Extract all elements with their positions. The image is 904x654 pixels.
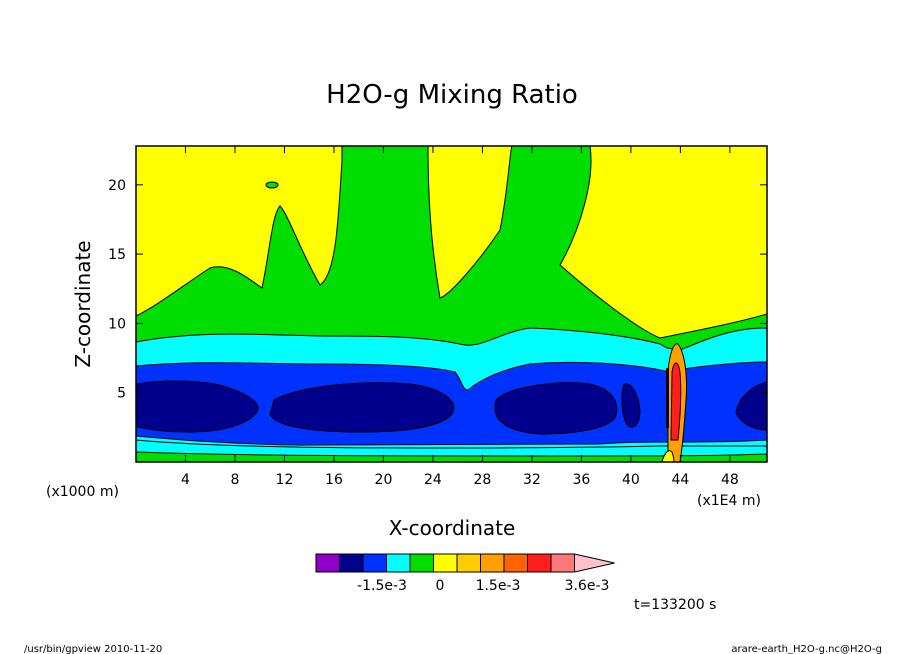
x-axis-label: X-coordinate [389, 516, 516, 540]
x-tick-label: 12 [276, 472, 294, 488]
y-tick-label: 15 [108, 247, 126, 263]
y-axis-label: Z-coordinate [71, 240, 95, 367]
plot-frame [135, 145, 768, 463]
colorbar-swatch [339, 553, 364, 573]
y-tick-label: 5 [117, 386, 126, 402]
y-axis-ticks: 5 10 15 20 [108, 178, 767, 402]
colorbar-swatch [409, 553, 434, 573]
chart-title: H2O-g Mixing Ratio [326, 80, 578, 110]
footer-right: arare-earth_H2O-g.nc@H2O-g [731, 644, 882, 654]
x-tick-label: 28 [474, 472, 492, 488]
colorbar-swatch [315, 553, 340, 573]
contour-island-green [265, 181, 279, 189]
colorbar-swatch [386, 553, 411, 573]
contour-band-navy-left [135, 380, 259, 433]
x-tick-label: 4 [181, 472, 190, 488]
contour-strip-cyan-bottom [135, 439, 768, 459]
x-axis-ticks: 4 8 12 16 20 24 28 32 36 40 44 48 [181, 146, 739, 488]
colorbar-arrow [574, 553, 615, 573]
colorbar [315, 553, 615, 573]
colorbar-swatch [362, 553, 387, 573]
x-tick-label: 44 [671, 472, 689, 488]
contour-band-navy-center [269, 382, 455, 433]
colorbar-swatch [527, 553, 552, 573]
contour-band-navy-small [621, 383, 641, 428]
x-tick-label: 24 [424, 472, 442, 488]
colorbar-swatch [456, 553, 481, 573]
x-tick-label: 32 [523, 472, 541, 488]
contour-strip-green-bottom [135, 451, 768, 463]
convective-core [670, 362, 682, 441]
x-tick-label: 16 [325, 472, 343, 488]
x-tick-label: 20 [375, 472, 393, 488]
x-tick-label: 36 [572, 472, 590, 488]
x-tick-label: 40 [622, 472, 640, 488]
contour-band-navy-right [494, 382, 618, 435]
time-label: t=133200 s [634, 597, 716, 613]
footer-left: /usr/bin/gpview 2010-11-20 [24, 644, 162, 654]
y-tick-label: 10 [108, 316, 126, 332]
colorbar-tick-label: 0 [436, 578, 445, 594]
colorbar-tick-label: -1.5e-3 [357, 578, 407, 594]
x-tick-label: 48 [721, 472, 739, 488]
colorbar-swatch [480, 553, 505, 573]
x-unit-left: (x1000 m) [46, 484, 119, 500]
contour-plot [135, 145, 768, 463]
colorbar-tick-label: 3.6e-3 [565, 578, 610, 594]
colorbar-ticks: -1.5e-3 0 1.5e-3 3.6e-3 [357, 578, 609, 594]
x-tick-label: 8 [231, 472, 240, 488]
colorbar-swatch [550, 553, 575, 573]
contour-band-navy-edge [735, 381, 768, 431]
y-tick-label: 20 [108, 178, 126, 194]
colorbar-swatch [433, 553, 458, 573]
colorbar-swatch [503, 553, 528, 573]
x-unit-right: (x1E4 m) [697, 493, 761, 509]
convective-line [666, 368, 669, 428]
colorbar-tick-label: 1.5e-3 [476, 578, 521, 594]
